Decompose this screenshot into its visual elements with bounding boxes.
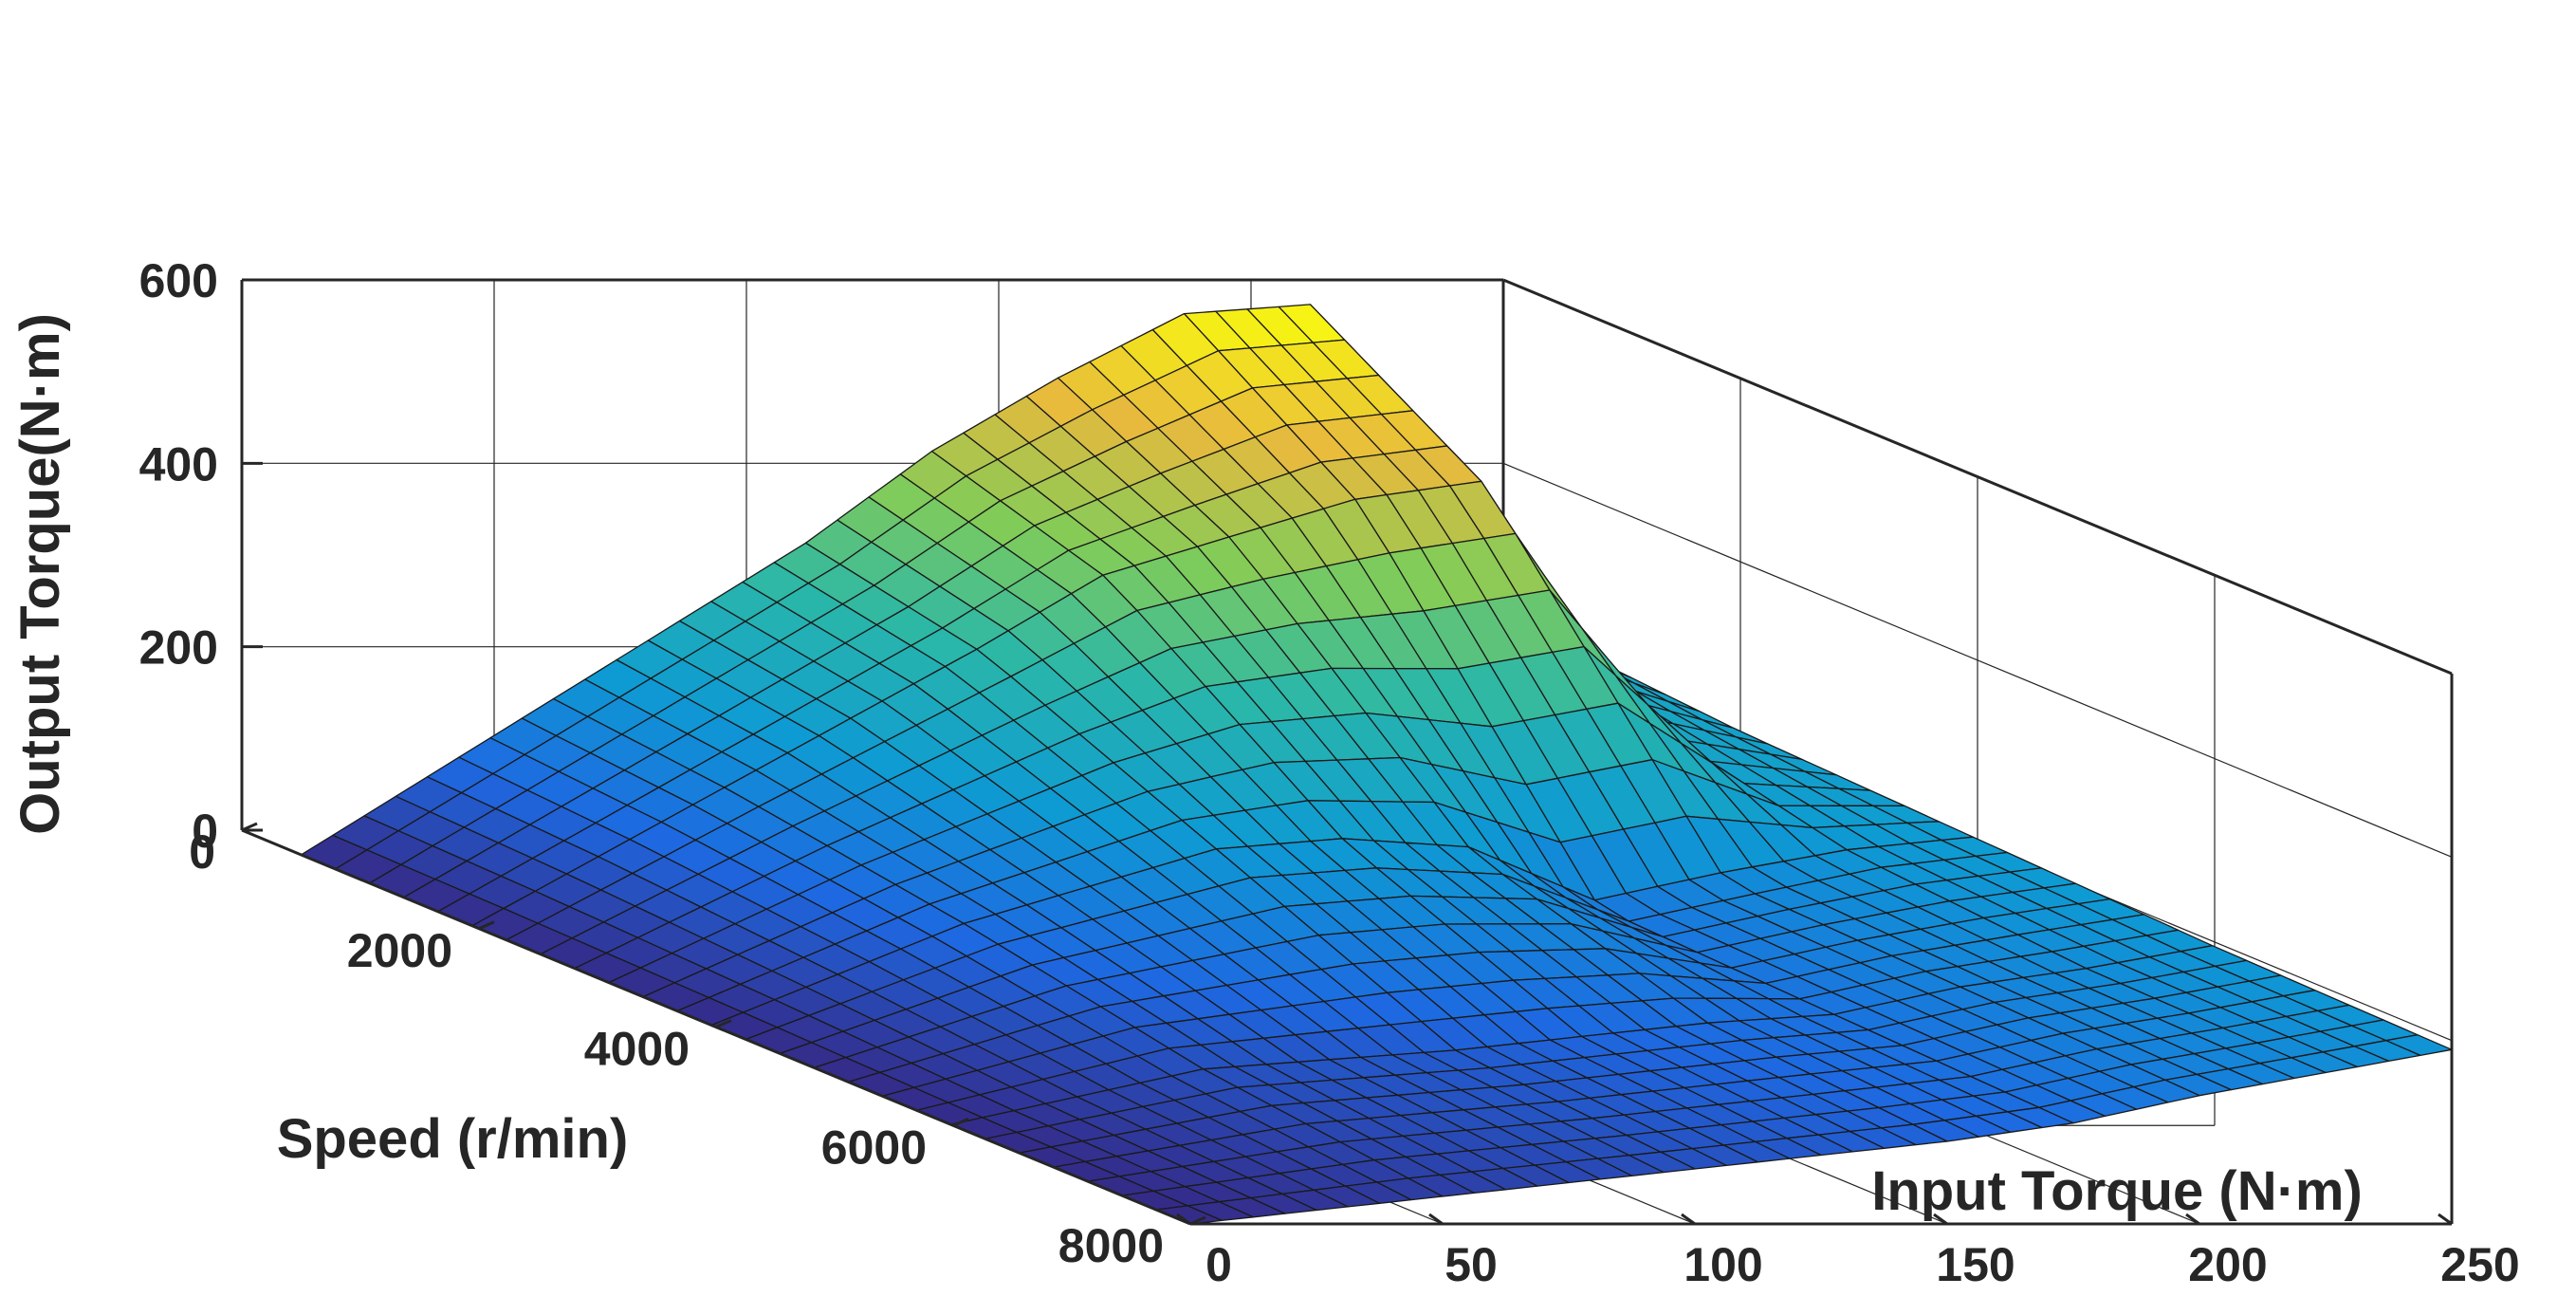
surface-mesh	[300, 304, 2453, 1225]
y-tick	[1428, 1213, 1444, 1226]
x-tick-label: 0	[189, 825, 215, 879]
y-tick-label: 250	[2440, 1238, 2519, 1291]
z-tick-label: 0	[192, 805, 218, 858]
x-tick-label: 8000	[1058, 1219, 1164, 1272]
x-tick	[715, 1019, 732, 1028]
tick-labels: 0 2000 4000 6000 8000 0 50 100 150 200 250 0 200 400 6…	[139, 254, 2520, 1291]
y-tick-label: 150	[1936, 1238, 2015, 1291]
y-axis-label: Input Torque (N·m)	[1871, 1160, 2363, 1222]
x-tick-label: 6000	[821, 1121, 927, 1174]
z-tick-label: 200	[139, 621, 218, 675]
y-tick	[1933, 1213, 1948, 1226]
x-tick	[478, 920, 495, 931]
y-tick-label: 0	[1205, 1238, 1232, 1291]
y-tick	[1681, 1213, 1696, 1226]
z-tick-label: 600	[139, 254, 218, 307]
x-axis-label: Speed (r/min)	[277, 1108, 629, 1170]
x-tick-label: 4000	[584, 1023, 690, 1076]
y-tick	[1176, 1213, 1191, 1226]
y-tick-label: 100	[1684, 1238, 1762, 1291]
z-tick-label: 400	[139, 437, 218, 491]
y-tick-label: 200	[2188, 1238, 2267, 1291]
x-tick	[1189, 1215, 1206, 1226]
x-tick-label: 2000	[347, 924, 452, 977]
y-tick	[2438, 1213, 2453, 1226]
z-axis-label: Output Torque(N·m)	[9, 313, 71, 835]
y-tick	[2185, 1213, 2200, 1226]
tick-marks	[241, 278, 2453, 1226]
y-tick-label: 50	[1444, 1238, 1498, 1291]
x-tick	[952, 1117, 969, 1127]
